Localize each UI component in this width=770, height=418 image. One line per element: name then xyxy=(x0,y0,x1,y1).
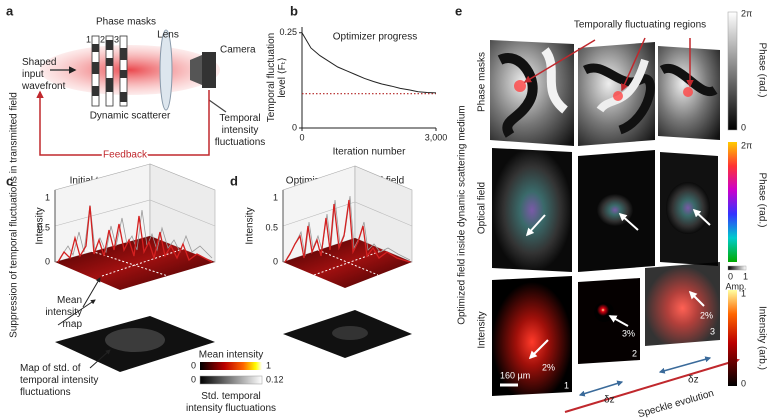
tick-label: 0 xyxy=(45,256,50,266)
line xyxy=(301,32,437,94)
tile-number: 1 xyxy=(564,380,569,390)
percentage: 3% xyxy=(622,328,635,338)
tile-number: 3 xyxy=(710,326,715,336)
tile-number: 2 xyxy=(632,348,637,358)
percentage: 2% xyxy=(542,362,555,372)
panel-label: a xyxy=(6,3,14,18)
setup-diagram xyxy=(36,29,227,156)
colorbar-label: Phase (rad.) xyxy=(756,42,767,97)
label: Temporal intensity fluctuations xyxy=(215,113,266,148)
colorbar-tick: 2π xyxy=(741,8,752,18)
label: δz xyxy=(688,375,699,386)
label: Speckle evolution xyxy=(637,388,715,418)
plot-3d xyxy=(282,165,413,358)
y-axis-label: Temporal fluctuationlevel ⟨Fₜ⟩ xyxy=(266,33,288,123)
label: Feedback xyxy=(103,150,148,161)
x-axis-label: Iteration number xyxy=(333,147,406,158)
label: δz xyxy=(604,395,615,406)
colorbar-tick: 0 xyxy=(191,374,196,384)
axis-label: Intensity xyxy=(35,207,46,244)
tick-label: 0.5 xyxy=(265,222,278,232)
label: Lens xyxy=(157,30,179,41)
side-label: Suppression of temporal fluctuations in … xyxy=(9,92,20,338)
y-axis-label-line: level ⟨Fₜ⟩ xyxy=(277,57,288,97)
label: 3 xyxy=(114,34,119,44)
colorbar-tick: 2π xyxy=(741,140,752,150)
label: 1 xyxy=(86,34,91,44)
label: Dynamic scatterer xyxy=(90,111,171,122)
label: 2 xyxy=(100,34,105,44)
tick-label: 0.5 xyxy=(37,222,50,232)
side-label: Optimized field inside dynamic scatterin… xyxy=(457,105,468,325)
colorbar-label: Amp. xyxy=(725,281,746,291)
panel-label: c xyxy=(6,173,13,188)
panel-label: d xyxy=(230,173,238,188)
percentage: 2% xyxy=(700,310,713,320)
tick-label: 0 xyxy=(273,256,278,266)
x-tick-label: 0 xyxy=(299,132,304,142)
colorbar-tick: 0 xyxy=(191,360,196,370)
colorbar-tick: 0 xyxy=(741,378,746,388)
label: Camera xyxy=(220,45,256,56)
label: Mean intensity map xyxy=(45,295,82,330)
colorbar-tick: 1 xyxy=(743,271,748,281)
row-label: Optical field xyxy=(477,182,488,234)
colorbar-label: Mean intensity xyxy=(199,350,263,361)
colorbar-tick: 1 xyxy=(741,288,746,298)
axis-label: Intensity xyxy=(245,207,256,244)
chart: 0 0.25 0 3,000 Iteration number Temporal fluc… xyxy=(266,27,448,158)
annotation: Temporally fluctuating regions xyxy=(574,20,706,31)
y-axis-label-line: Temporal fluctuation xyxy=(266,33,277,123)
colorbar-tick: 1 xyxy=(266,360,271,370)
label: Map of std. of temporal intensity fluctuat… xyxy=(20,363,98,398)
annotation: Optimizer progress xyxy=(333,32,417,43)
scale-bar: 160 µm xyxy=(500,370,530,380)
plot-3d xyxy=(54,163,263,385)
colorbar-label: Intensity (arb.) xyxy=(756,306,767,370)
label: Shaped input wavefront xyxy=(21,57,66,92)
y-tick-label: 0.25 xyxy=(279,27,297,37)
colorbar-tick: 0 xyxy=(728,271,733,281)
y-tick-label: 0 xyxy=(292,122,297,132)
colorbar-tick: 0.12 xyxy=(266,374,284,384)
panel-label: e xyxy=(455,3,462,18)
panel-label: b xyxy=(290,3,298,18)
tick-label: 1 xyxy=(45,192,50,202)
label: Phase masks xyxy=(96,17,156,28)
row-label: Phase masks xyxy=(477,52,488,112)
colorbar-label: Phase (rad.) xyxy=(756,172,767,227)
row-label: Intensity xyxy=(477,311,488,348)
image-tiles xyxy=(490,11,747,413)
colorbar-tick: 0 xyxy=(741,122,746,132)
colorbar-label: Std. temporal intensity fluctuations xyxy=(186,391,276,414)
tick-label: 1 xyxy=(273,192,278,202)
x-tick-label: 3,000 xyxy=(425,132,448,142)
